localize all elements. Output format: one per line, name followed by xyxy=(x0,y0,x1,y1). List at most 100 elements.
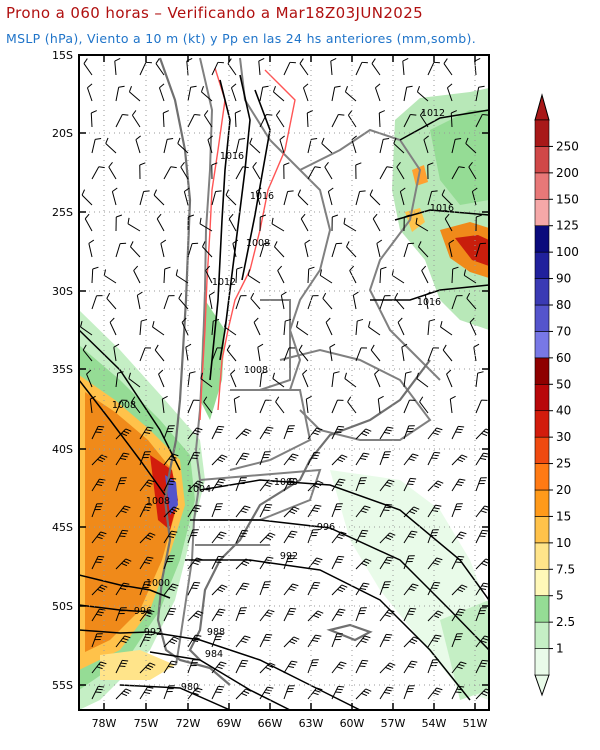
wind-barb xyxy=(235,266,243,284)
wind-barb xyxy=(379,609,395,622)
wind-barb xyxy=(187,557,203,570)
isobar-label: 984 xyxy=(205,649,223,660)
lon-label-63w: 63W xyxy=(299,717,324,730)
wind-barb xyxy=(403,399,416,414)
wind-barb xyxy=(163,530,178,544)
wind-barb xyxy=(115,242,127,258)
wind-barb xyxy=(451,295,463,310)
wind-barb xyxy=(115,688,132,700)
isobar-1004-west xyxy=(79,379,166,496)
wind-barb xyxy=(427,581,441,596)
isobar-label: 988 xyxy=(207,627,225,638)
wind-barb xyxy=(274,241,285,258)
wind-barb xyxy=(307,295,319,310)
wind-barb xyxy=(331,214,339,232)
wind-barb xyxy=(355,477,367,492)
wind-barb xyxy=(471,187,478,206)
colorbar-swatch xyxy=(534,357,550,385)
wind-barb xyxy=(283,190,294,206)
wind-barb xyxy=(131,110,141,128)
wind-barb xyxy=(187,114,201,128)
wind-barb xyxy=(305,395,312,414)
wind-barb xyxy=(427,427,443,440)
colorbar-label: 100 xyxy=(556,245,579,259)
precip-max-northeast xyxy=(455,235,489,266)
wind-barb xyxy=(115,635,131,648)
lon-label-69w: 69W xyxy=(217,717,242,730)
wind-barb xyxy=(139,318,148,336)
wind-barb xyxy=(355,190,366,206)
wind-barb xyxy=(109,317,117,336)
wind-barb xyxy=(205,265,213,284)
wind-barb xyxy=(208,291,215,310)
colorbar-label: 40 xyxy=(556,404,571,418)
wind-barb xyxy=(419,110,429,128)
wind-barb xyxy=(379,426,394,440)
wind-barb xyxy=(255,187,262,206)
wind-barb xyxy=(115,607,127,622)
lon-label-60w: 60W xyxy=(340,717,365,730)
wind-barb xyxy=(136,291,143,310)
wind-barb xyxy=(427,687,443,700)
lon-label-75w: 75W xyxy=(134,717,159,730)
wind-barb xyxy=(466,292,477,310)
wind-barb xyxy=(91,584,108,596)
wind-barb xyxy=(230,369,237,388)
wind-barb xyxy=(424,291,431,310)
colorbar-swatch xyxy=(534,278,550,306)
wind-barb xyxy=(344,86,357,102)
wind-barb xyxy=(331,685,345,700)
wind-barb xyxy=(394,292,405,310)
wind-barb xyxy=(379,451,391,466)
isobar-label: 1012 xyxy=(421,108,445,119)
wind-barb xyxy=(355,659,369,674)
wind-barb xyxy=(403,371,412,388)
wind-barb xyxy=(349,265,357,284)
wind-barb xyxy=(403,607,417,622)
wind-barb xyxy=(202,241,213,258)
wind-barb xyxy=(106,292,117,310)
wind-barb xyxy=(399,187,406,206)
wind-barb xyxy=(475,635,489,648)
wind-barb xyxy=(187,242,199,258)
isobar-1000 xyxy=(199,479,489,601)
wind-barb xyxy=(427,504,442,518)
wind-barb xyxy=(199,217,213,232)
wind-barb xyxy=(115,371,124,388)
wind-barb xyxy=(307,687,323,700)
wind-barb xyxy=(465,137,477,154)
wind-barb xyxy=(84,213,93,232)
wind-barb xyxy=(355,347,368,362)
wind-barb xyxy=(177,137,189,154)
wind-barb xyxy=(113,343,120,362)
wind-barb xyxy=(187,529,199,544)
colorbar-label: 5 xyxy=(556,589,564,603)
wind-barb xyxy=(403,477,417,492)
wind-barb xyxy=(200,86,213,102)
lat-label-15s: 15S xyxy=(52,49,73,62)
wind-barb xyxy=(307,581,321,596)
colorbar-swatch xyxy=(534,119,550,147)
precip-colorbar xyxy=(534,93,550,697)
wind-barb xyxy=(451,661,467,674)
wind-barb xyxy=(259,451,271,466)
wind-barb xyxy=(283,530,298,544)
wind-barb xyxy=(114,57,121,76)
wind-barb xyxy=(379,295,391,310)
wind-barb xyxy=(307,504,322,518)
wind-barb xyxy=(235,477,247,492)
wind-barb xyxy=(475,214,483,232)
wind-barb xyxy=(178,292,189,310)
wind-barb xyxy=(235,166,249,180)
wind-barb xyxy=(163,607,177,622)
wind-barb xyxy=(355,529,369,544)
wind-barb xyxy=(450,110,457,128)
wind-barb xyxy=(298,344,309,362)
wind-barb xyxy=(427,634,442,648)
colorbar-top-arrow xyxy=(534,93,550,121)
wind-barb xyxy=(330,57,337,76)
isobar-label: 1000 xyxy=(146,578,170,589)
wind-barb xyxy=(427,61,440,76)
wind-barb xyxy=(211,190,222,206)
wind-barb xyxy=(283,555,295,570)
